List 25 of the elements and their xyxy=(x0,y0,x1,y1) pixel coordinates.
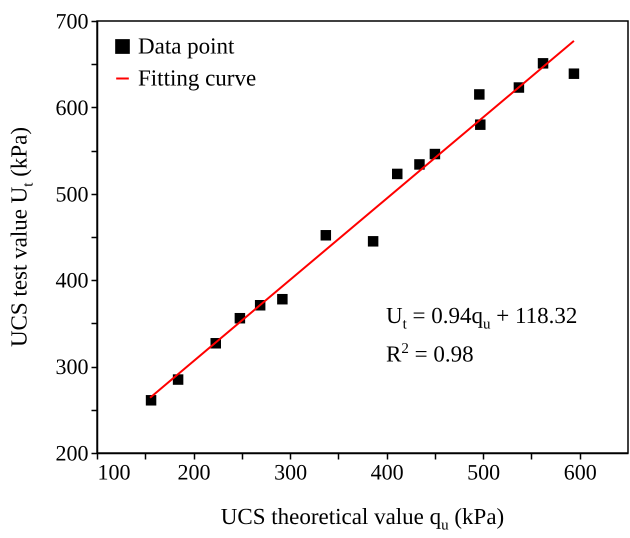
legend-label: Fitting curve xyxy=(138,66,256,90)
y-tick-label: 400 xyxy=(56,268,88,293)
y-tick-label: 700 xyxy=(56,8,88,34)
point xyxy=(277,294,288,304)
point xyxy=(368,236,378,247)
point xyxy=(568,68,580,79)
y-tick-label: 300 xyxy=(56,354,88,380)
x-tick-label: 100 xyxy=(98,460,130,484)
annotation: R$^{2}$ = 0.98 xyxy=(386,341,474,367)
y-tick-label: 200 xyxy=(56,440,88,466)
x-tick-label: 600 xyxy=(564,460,597,484)
legend-label: Data point xyxy=(138,34,236,58)
point xyxy=(392,168,402,180)
point xyxy=(474,89,485,100)
x-tick-label: 300 xyxy=(274,460,308,484)
point xyxy=(146,395,156,406)
y-tick-label: 600 xyxy=(56,94,88,120)
x-tick-label: 200 xyxy=(178,460,211,484)
x-tick-label: 400 xyxy=(370,460,404,484)
y-tick-label: 500 xyxy=(56,181,88,206)
point xyxy=(414,159,425,170)
x-axis-title: UCS theoretical value q$_{u}$ (kPa) xyxy=(220,504,504,534)
annotation: U$_{t}$ = 0.94q$_{u}$ + 118.32 xyxy=(386,303,578,333)
x-tick-label: 500 xyxy=(467,460,500,484)
point xyxy=(320,230,332,241)
